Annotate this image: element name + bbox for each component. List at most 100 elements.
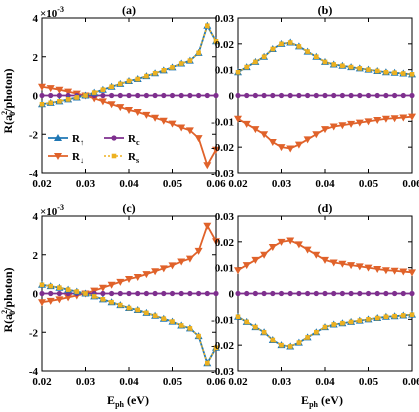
data-point-c <box>409 92 415 99</box>
data-point-c <box>39 290 45 297</box>
data-point-down <box>294 141 303 149</box>
data-point-down <box>303 246 312 254</box>
data-point-down <box>177 124 186 132</box>
data-point-c <box>135 290 141 297</box>
data-point-s <box>39 101 45 107</box>
data-point-s <box>331 322 336 327</box>
data-point-down <box>38 299 46 307</box>
data-point-s <box>253 324 258 330</box>
data-point-s <box>135 76 140 82</box>
data-point-s <box>270 337 276 343</box>
data-point-c <box>117 92 123 99</box>
data-point-down <box>55 296 64 304</box>
data-point-down <box>355 119 364 127</box>
data-point-s <box>91 90 97 95</box>
multiplier-a: ×10-3 <box>40 5 64 20</box>
data-point-s <box>314 329 319 335</box>
data-point-c <box>400 290 406 297</box>
data-point-c <box>261 92 267 99</box>
data-point-s <box>109 84 114 90</box>
data-point-c <box>244 290 250 297</box>
y-tick-label: 0 <box>229 91 235 103</box>
data-point-down <box>329 123 338 131</box>
data-point-down <box>321 256 329 264</box>
data-point-s <box>170 319 175 324</box>
data-point-down <box>151 114 160 122</box>
data-point-s <box>340 320 345 326</box>
data-point-down <box>399 268 408 276</box>
data-point-s <box>152 313 158 319</box>
y-tick-label: 0.02 <box>215 39 235 51</box>
data-point-c <box>143 92 149 99</box>
data-point-down <box>312 251 321 259</box>
data-point-down <box>125 275 133 283</box>
data-point-down <box>133 108 142 116</box>
data-point-c <box>39 92 45 99</box>
x-tick-label: 0.02 <box>32 178 52 190</box>
data-point-s <box>187 58 193 63</box>
data-point-c <box>278 92 285 99</box>
data-point-c <box>331 290 337 297</box>
data-point-s <box>205 23 210 29</box>
data-point-c <box>213 290 219 297</box>
data-point-s <box>279 41 284 47</box>
data-point-c <box>374 92 380 99</box>
data-point-down <box>234 115 242 123</box>
data-point-down <box>277 238 286 246</box>
data-point-down <box>355 263 364 271</box>
data-point-s <box>340 63 345 69</box>
data-point-c <box>196 290 202 297</box>
data-point-c <box>313 290 319 297</box>
data-point-down <box>321 126 329 134</box>
series-group <box>234 38 416 153</box>
data-point-c <box>213 92 219 99</box>
x-tick-label: 0.04 <box>119 376 139 388</box>
data-point-c <box>392 92 398 99</box>
series-group <box>38 222 220 367</box>
data-point-c <box>365 290 372 297</box>
data-point-down <box>133 274 142 282</box>
data-point-down <box>364 264 373 272</box>
data-point-s <box>213 38 219 44</box>
x-tick-label: 0.03 <box>272 376 292 388</box>
data-point-c <box>339 92 345 99</box>
data-point-s <box>348 64 354 70</box>
x-tick-label: 0.03 <box>76 376 96 388</box>
y-tick-label: 2 <box>33 52 39 64</box>
data-point-down <box>294 241 303 249</box>
data-point-s <box>401 313 406 318</box>
data-point-down <box>159 265 168 273</box>
panel-label: (c) <box>122 201 135 215</box>
data-point-c <box>374 290 380 297</box>
y-axis-label-top: R(a20/photon) <box>0 68 17 133</box>
data-point-c <box>383 290 389 297</box>
data-point-s <box>305 335 310 340</box>
data-point-s <box>74 95 80 100</box>
data-point-c <box>169 92 176 99</box>
data-point-c <box>383 92 389 99</box>
data-point-c <box>126 92 132 99</box>
x-tick-label: 0.02 <box>228 376 248 388</box>
data-point-s <box>296 340 302 345</box>
data-point-down <box>116 278 125 286</box>
data-point-down <box>151 268 160 276</box>
data-point-c <box>143 290 149 297</box>
x-tick-label: 0.06 <box>206 178 226 190</box>
data-point-s <box>357 318 363 323</box>
series-line-s <box>41 284 217 365</box>
data-point-s <box>331 62 336 67</box>
data-point-s <box>374 315 380 321</box>
data-point-down <box>212 238 220 246</box>
data-point-down <box>242 262 251 270</box>
data-point-down <box>268 139 277 146</box>
data-point-s <box>100 297 106 302</box>
data-point-c <box>357 92 363 99</box>
data-point-down <box>381 115 390 123</box>
x-tick-label: 0.03 <box>272 178 292 190</box>
data-point-c <box>305 290 311 297</box>
data-point-c <box>100 290 106 297</box>
data-point-c <box>322 290 328 297</box>
data-point-down <box>347 120 356 128</box>
data-point-s <box>100 87 106 92</box>
data-point-s <box>126 78 132 84</box>
